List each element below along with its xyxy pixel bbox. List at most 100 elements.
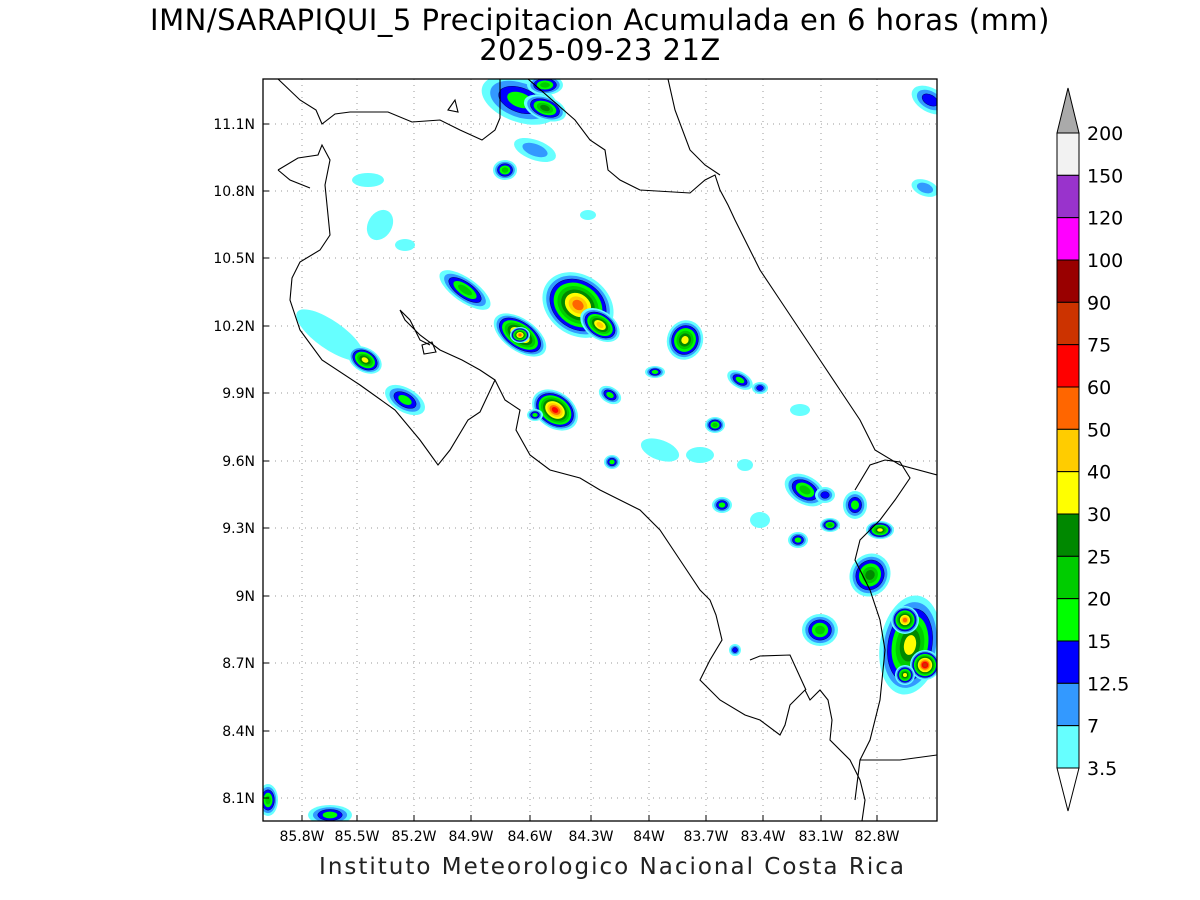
rainfall-contour [518, 333, 522, 337]
rainfall-cell [385, 384, 425, 416]
colorbar-label: 30 [1087, 504, 1111, 526]
rainfall-contour [352, 173, 384, 187]
rainfall-contour [921, 93, 937, 107]
rainfall-cell [527, 79, 563, 95]
rainfall-cell [308, 805, 352, 821]
lat-tick-label: 9.9N [222, 386, 255, 402]
rainfall-contour [737, 459, 753, 471]
rainfall-cell [366, 209, 394, 241]
rainfall-contour [790, 404, 810, 416]
lon-tick-label: 83.7W [683, 829, 728, 845]
rainfall-cell [910, 650, 937, 680]
rainfall-contour [572, 299, 584, 311]
rainfall-contour [606, 391, 614, 399]
colorbar-label: 200 [1087, 123, 1123, 145]
rainfall-cell [604, 455, 620, 469]
rainfall-contour [501, 167, 509, 173]
colorbar-legend: 3.5 7 12.5 15 20 25 30 40 50 60 75 90 100 120 150 200 [1056, 87, 1129, 812]
colorbar-label: 150 [1087, 165, 1123, 187]
rainfall-cell [712, 497, 732, 513]
colorbar-label: 120 [1087, 208, 1123, 230]
rainfall-cell [788, 532, 808, 548]
rainfall-cell [527, 409, 543, 421]
lat-tick-label: 9.3N [222, 521, 255, 537]
rainfall-cell [815, 487, 835, 503]
rainfall-contour [596, 321, 604, 329]
rainfall-cell [510, 327, 530, 343]
colorbar-swatch [1056, 428, 1080, 473]
lon-tick-label: 82.8W [854, 829, 899, 845]
colorbar-label: 100 [1087, 250, 1123, 272]
rainfall-contour [522, 142, 548, 158]
lat-tick-label: 10.5N [213, 251, 255, 267]
rainfall-cell [514, 137, 556, 163]
rainfall-contour [903, 673, 907, 677]
map-datetime: 2025-09-23 21Z [479, 33, 721, 67]
rainfall-contour [916, 182, 934, 194]
lat-tick-label: 9.6N [222, 454, 255, 470]
colorbar-label: 7 [1087, 716, 1099, 738]
colorbar-label: 40 [1087, 462, 1111, 484]
rainfall-cell [580, 307, 620, 343]
rainfall-contour [851, 500, 859, 510]
colorbar-label: 75 [1087, 335, 1111, 357]
lon-tick-label: 84.9W [448, 829, 493, 845]
rainfall-contour [640, 438, 680, 462]
rainfall-cell [395, 239, 415, 251]
rainfall-cell [849, 553, 891, 597]
rainfall-contour [322, 811, 338, 819]
lon-tick-label: 84.3W [568, 829, 613, 845]
rainfall-contour [458, 284, 472, 296]
colorbar-swatch [1056, 174, 1080, 219]
rainfall-contour [580, 210, 596, 220]
colorbar-swatch [1056, 725, 1080, 769]
rainfall-cell [750, 512, 770, 528]
rainfall-cell [580, 210, 596, 220]
rainfall-contour [794, 537, 802, 543]
rainfall-cell [802, 614, 838, 646]
colorbar-swatch [1056, 259, 1080, 303]
rainfall-cell [895, 665, 915, 685]
rainfall-cell [705, 417, 725, 433]
rainfall-cell [727, 370, 753, 390]
colorbar-swatch [1056, 386, 1080, 430]
rainfall-contour [820, 491, 830, 499]
colorbar-swatch [1056, 217, 1080, 261]
rainfall-contour [296, 309, 364, 361]
rainfall-cell [729, 644, 741, 656]
colorbar-label: 60 [1087, 377, 1111, 399]
map-frame [262, 78, 938, 822]
map-title: IMN/SARAPIQUI_5 Precipitacion Acumulada … [150, 3, 1050, 37]
colorbar-label: 50 [1087, 419, 1111, 441]
rainfall-cell [348, 346, 382, 374]
lat-tick-label: 8.1N [222, 791, 255, 807]
rainfall-contour [877, 528, 883, 532]
rainfall-cell [263, 784, 278, 816]
rainfall-cell [911, 179, 937, 197]
rainfall-contour [712, 422, 718, 428]
lat-tick-label: 9N [236, 589, 255, 605]
latitude-axis: 11.1N 10.8N 10.5N 10.2N 9.9N 9.6N 9.3N 9N 8.7N 8.… [213, 117, 269, 807]
colorbar-swatch [1056, 301, 1080, 346]
rainfall-contour [551, 407, 559, 413]
rainfall-contour [732, 647, 738, 653]
rainfall-contour [532, 413, 538, 417]
rainfall-contour [865, 570, 875, 580]
lon-tick-label: 85.8W [279, 829, 324, 845]
rainfall-cell [532, 389, 578, 431]
rainfall-contour [923, 663, 927, 667]
rainfall-cell [790, 404, 810, 416]
rainfall-contour [686, 447, 714, 463]
colorbar-label: 25 [1087, 546, 1111, 568]
rainfall-contour [756, 385, 764, 391]
rainfall-cell [891, 606, 919, 634]
rainfall-cell [439, 270, 491, 310]
rainfall-cell [843, 491, 867, 519]
lat-tick-label: 8.4N [222, 724, 255, 740]
precipitation-shading [263, 79, 937, 821]
rainfall-contour [799, 485, 811, 495]
colorbar-upper-arrow [1056, 87, 1080, 134]
lon-tick-label: 85.5W [334, 829, 379, 845]
colorbar-label: 12.5 [1087, 673, 1129, 695]
